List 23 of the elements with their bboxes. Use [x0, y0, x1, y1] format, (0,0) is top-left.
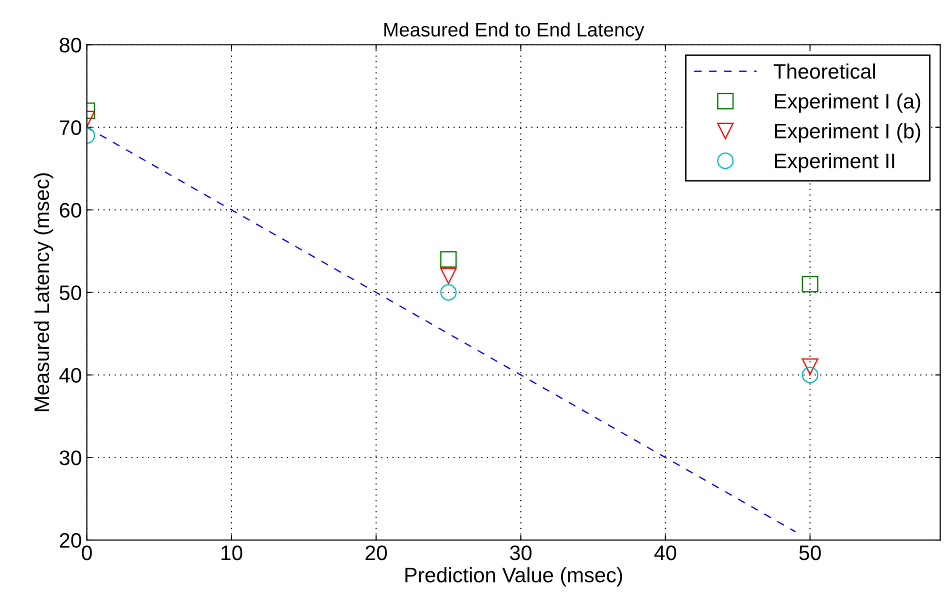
y-tick-label: 20: [60, 533, 82, 548]
legend-label: Experiment I (b): [775, 123, 920, 143]
legend-label: Experiment II: [775, 153, 894, 172]
y-tick-label: 40: [59, 368, 82, 383]
point: [802, 366, 818, 384]
legend-label: Theoretical: [774, 64, 875, 79]
y-tick-label: 50: [60, 285, 82, 300]
x-axis-title: Prediction Value (msec): [405, 567, 622, 587]
legend-label: Experiment I (a): [775, 93, 920, 113]
x-tick-label: 0: [82, 545, 92, 560]
x-tick-label: 50: [799, 545, 821, 560]
x-tick-label: 40: [654, 545, 676, 560]
point: [802, 276, 818, 292]
chart-title: Measured End to End Latency: [384, 22, 644, 40]
point: [802, 358, 818, 375]
x-tick-label: 20: [366, 545, 387, 560]
x-tick-label: 10: [221, 545, 242, 560]
y-tick-label: 30: [60, 450, 82, 466]
x-tick-label: 30: [510, 545, 532, 560]
y-axis-title: Measured Latency (msec): [34, 173, 54, 412]
y-tick-label: 80: [60, 38, 82, 53]
y-tick-label: 70: [60, 120, 82, 136]
y-tick-label: 60: [60, 202, 82, 218]
